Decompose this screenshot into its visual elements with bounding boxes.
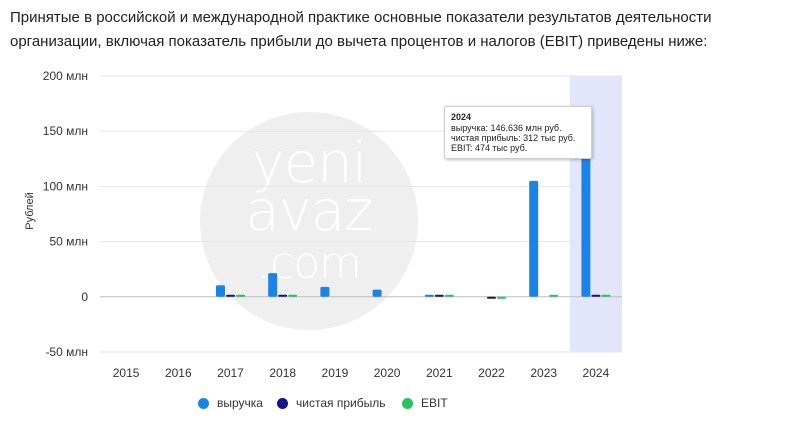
x-tick-label: 2023 <box>530 366 557 380</box>
legend-item-ebit[interactable]: EBIT <box>402 396 448 410</box>
x-tick-label: 2015 <box>113 366 140 380</box>
bar-выручка-2017 <box>216 285 225 297</box>
legend-dot-revenue <box>198 397 209 409</box>
x-tick-label: 2022 <box>478 366 505 380</box>
tooltip-line-ebit: EBIT: 474 тыс руб. <box>451 143 528 153</box>
bar-чистая прибыль-2022 <box>487 296 496 299</box>
bar-выручка-2021 <box>424 294 434 297</box>
intro-paragraph: Принятые в российской и международной пр… <box>10 9 712 50</box>
x-tick-label: 2020 <box>374 366 401 380</box>
bar-EBIT-2024 <box>601 294 611 297</box>
legend-label-revenue: выручка <box>217 396 263 410</box>
bar-выручка-2024 <box>581 134 591 297</box>
tooltip-line-revenue: выручка: 146.636 млн руб. <box>451 123 562 133</box>
x-tick-label: 2016 <box>165 366 192 380</box>
chart-tooltip: 2024 выручка: 146.636 млн руб. чистая пр… <box>444 106 592 159</box>
y-axis-label: Рублей <box>24 192 36 230</box>
tooltip-title: 2024 <box>451 112 472 122</box>
x-tick-label: 2017 <box>217 366 244 380</box>
bar-чистая прибыль-2024 <box>591 294 601 297</box>
y-tick-label: 200 млн <box>43 69 88 83</box>
bar-выручка-2018 <box>268 273 278 297</box>
legend-label-net-profit: чистая прибыль <box>296 396 386 410</box>
tooltip-line-net-profit: чистая прибыль: 312 тыс руб. <box>451 133 576 143</box>
y-tick-label: 0 <box>81 290 88 304</box>
y-tick-label: 100 млн <box>43 179 88 193</box>
x-tick-label: 2021 <box>426 366 453 380</box>
legend-dot-ebit <box>402 397 413 409</box>
bar-EBIT-2017 <box>236 294 245 297</box>
legend-dot-net-profit <box>277 397 288 409</box>
x-tick-label: 2024 <box>583 366 610 380</box>
legend-item-revenue[interactable]: выручка <box>198 396 263 410</box>
bar-EBIT-2018 <box>288 294 298 297</box>
legend-label-ebit: EBIT <box>421 396 448 410</box>
bar-выручка-2020 <box>372 289 382 297</box>
watermark-logo: yeni avaz .com <box>200 112 418 330</box>
bar-выручка-2023 <box>529 180 539 297</box>
bar-чистая прибыль-2017 <box>226 294 235 297</box>
bar-выручка-2019 <box>320 286 330 297</box>
legend-item-net-profit[interactable]: чистая прибыль <box>277 396 385 410</box>
bar-EBIT-2023 <box>549 294 559 297</box>
bar-чистая прибыль-2021 <box>434 294 444 297</box>
chart-legend: выручка чистая прибыль EBIT <box>0 396 800 412</box>
bar-EBIT-2021 <box>444 294 454 297</box>
bar-чистая прибыль-2018 <box>278 294 288 297</box>
bar-EBIT-2022 <box>497 296 506 299</box>
y-tick-label: 50 млн <box>49 235 88 249</box>
x-tick-label: 2019 <box>322 366 349 380</box>
y-tick-label: 150 млн <box>43 124 88 138</box>
y-tick-label: -50 млн <box>45 345 88 359</box>
x-tick-label: 2018 <box>269 366 296 380</box>
